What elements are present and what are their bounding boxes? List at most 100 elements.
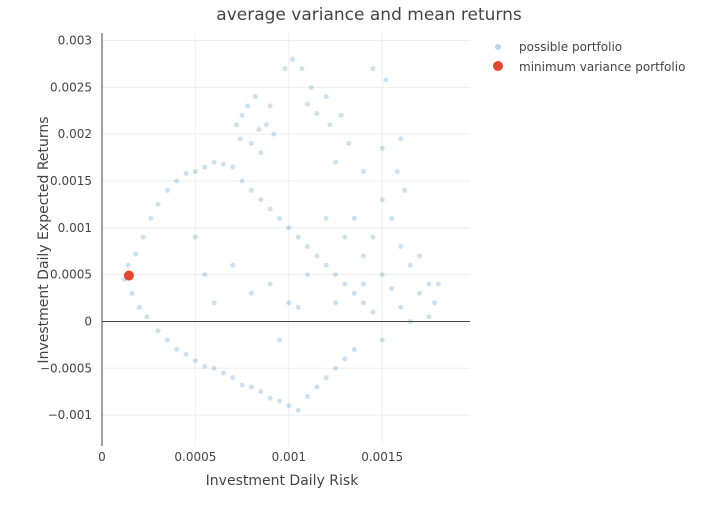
- legend-item-possible-portfolio[interactable]: possible portfolio: [495, 40, 622, 54]
- scatter-point: [286, 300, 292, 306]
- scatter-point: [192, 169, 198, 175]
- scatter-point: [155, 328, 161, 334]
- scatter-point: [258, 389, 264, 395]
- scatter-point: [304, 393, 310, 399]
- scatter-point: [370, 66, 376, 72]
- chart-title: average variance and mean returns: [216, 5, 522, 25]
- scatter-point: [248, 290, 254, 296]
- scatter-point: [148, 215, 154, 221]
- scatter-point: [230, 375, 236, 381]
- scatter-point: [304, 101, 310, 107]
- scatter-points: [121, 56, 441, 413]
- legend-marker-possible-portfolio: [495, 44, 501, 50]
- scatter-point: [370, 234, 376, 240]
- scatter-point: [263, 122, 269, 128]
- scatter-point: [361, 169, 367, 175]
- legend-item-minimum-variance-portfolio[interactable]: minimum variance portfolio: [493, 60, 685, 74]
- scatter-point: [267, 103, 273, 109]
- scatter-point: [258, 150, 264, 156]
- scatter-point: [276, 215, 282, 221]
- scatter-point: [361, 253, 367, 259]
- scatter-point: [220, 161, 226, 167]
- scatter-point: [333, 300, 339, 306]
- scatter-point: [133, 251, 139, 257]
- y-tick-label: 0.0015: [50, 174, 92, 188]
- scatter-point: [333, 159, 339, 165]
- scatter-point: [230, 164, 236, 170]
- scatter-point: [342, 234, 348, 240]
- scatter-point: [342, 281, 348, 287]
- scatter-point: [129, 290, 135, 296]
- scatter-point: [314, 111, 320, 117]
- scatter-point: [417, 253, 423, 259]
- scatter-point: [267, 206, 273, 212]
- scatter-point: [286, 403, 292, 409]
- x-tick-label: 0.001: [272, 450, 306, 464]
- scatter-point: [351, 290, 357, 296]
- legend[interactable]: possible portfolio minimum variance port…: [493, 40, 685, 74]
- scatter-point: [394, 169, 400, 175]
- scatter-point: [304, 272, 310, 278]
- y-tick-label: 0.002: [58, 127, 92, 141]
- scatter-point: [333, 272, 339, 278]
- scatter-point: [258, 197, 264, 203]
- scatter-point: [267, 281, 273, 287]
- scatter-point: [239, 112, 245, 118]
- scatter-point: [202, 272, 208, 278]
- scatter-point: [248, 384, 254, 390]
- y-tick-label: −0.0005: [40, 361, 92, 375]
- scatter-point: [327, 122, 333, 128]
- scatter-point: [125, 262, 131, 268]
- scatter-point: [220, 370, 226, 376]
- scatter-point: [211, 300, 217, 306]
- y-tick-labels: −0.001 −0.0005 0 0.0005 0.001 0.0015 0.002 0.00…: [40, 33, 92, 422]
- scatter-point: [426, 281, 432, 287]
- scatter-point: [248, 141, 254, 147]
- y-tick-label: 0: [84, 314, 92, 328]
- scatter-point: [407, 262, 413, 268]
- scatter-point: [183, 351, 189, 357]
- legend-label-minimum-variance-portfolio: minimum variance portfolio: [519, 60, 685, 74]
- legend-marker-minimum-variance-portfolio: [493, 61, 503, 71]
- scatter-point: [314, 384, 320, 390]
- scatter-point: [370, 309, 376, 315]
- scatter-point: [282, 66, 288, 72]
- x-tick-label: 0.0015: [361, 450, 403, 464]
- scatter-point: [267, 395, 273, 401]
- scatter-point: [295, 234, 301, 240]
- legend-label-possible-portfolio: possible portfolio: [519, 40, 622, 54]
- scatter-point: [174, 347, 180, 353]
- scatter-point: [389, 286, 395, 292]
- scatter-point: [140, 234, 146, 240]
- y-tick-label: −0.001: [48, 408, 92, 422]
- scatter-point: [407, 318, 413, 324]
- scatter-point: [398, 136, 404, 142]
- scatter-point: [361, 300, 367, 306]
- scatter-point: [426, 314, 432, 320]
- scatter-point: [308, 84, 314, 90]
- scatter-point: [248, 187, 254, 193]
- scatter-point: [183, 170, 189, 176]
- scatter-point: [295, 407, 301, 413]
- scatter-point: [276, 398, 282, 404]
- scatter-point: [383, 77, 389, 83]
- scatter-point: [239, 382, 245, 388]
- scatter-point: [432, 300, 438, 306]
- scatter-point: [435, 281, 441, 287]
- scatter-point: [230, 262, 236, 268]
- y-tick-label: 0.0005: [50, 268, 92, 282]
- y-axis-title: Investment Daily Expected Returns: [36, 116, 52, 363]
- scatter-point: [389, 215, 395, 221]
- y-tick-label: 0.001: [58, 221, 92, 235]
- scatter-point: [351, 215, 357, 221]
- scatter-point: [398, 304, 404, 310]
- scatter-point: [295, 304, 301, 310]
- scatter-point: [417, 290, 423, 296]
- scatter-point: [379, 337, 385, 343]
- scatter-point: [239, 178, 245, 184]
- scatter-point: [402, 187, 408, 193]
- scatter-point: [237, 136, 243, 142]
- scatter-point: [398, 244, 404, 250]
- scatter-point: [342, 356, 348, 362]
